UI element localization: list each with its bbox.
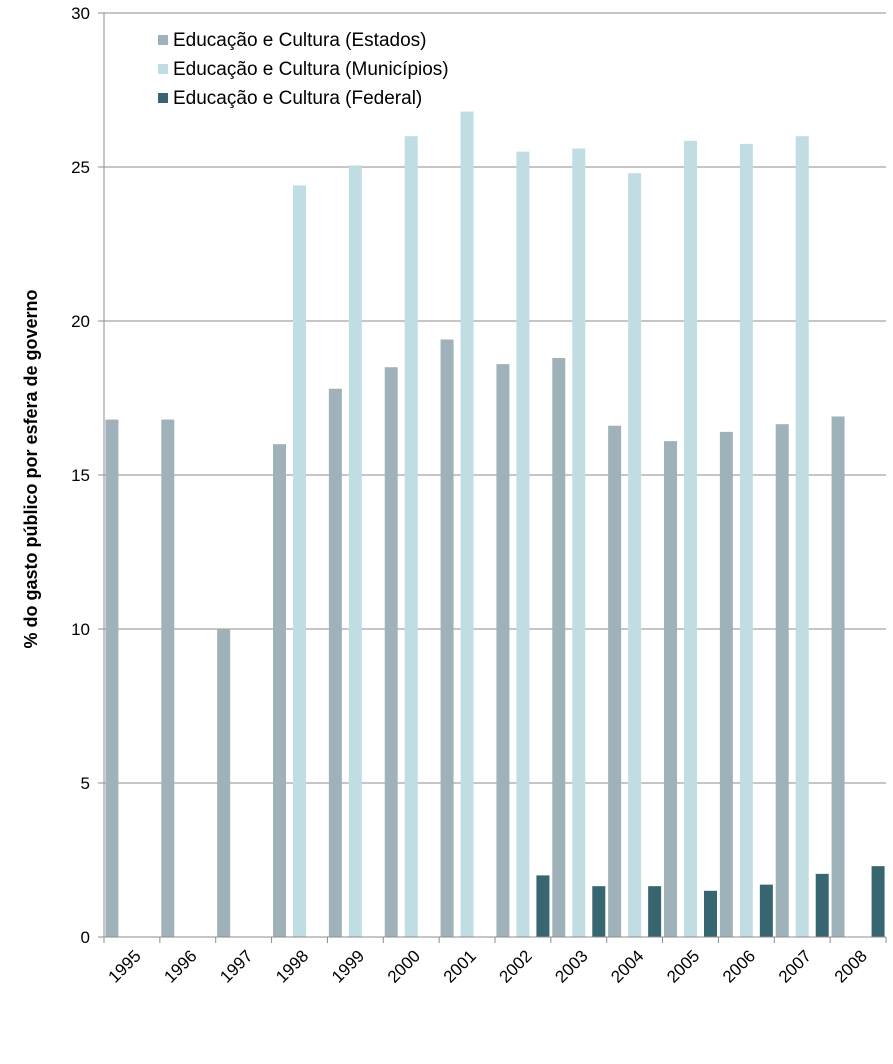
x-tick-labels: 1995 1996 1997 1998 1999 2000 2001 2002 2003 2004… — [105, 946, 871, 986]
x-tick-label: 2000 — [384, 946, 424, 986]
bar — [704, 890, 717, 937]
x-tick-label: 2005 — [663, 946, 703, 986]
y-tick-label: 5 — [81, 774, 90, 793]
bar — [161, 419, 175, 937]
bar — [273, 444, 286, 937]
bar — [795, 136, 809, 937]
legend-swatch — [158, 64, 168, 74]
x-tick-label: 2002 — [496, 946, 536, 986]
bar — [348, 165, 362, 937]
x-tick-label: 1998 — [272, 946, 312, 986]
x-tick-label: 1995 — [105, 946, 145, 986]
bars — [105, 111, 885, 938]
bar — [217, 629, 231, 937]
legend-label: Educação e Cultura (Municípios) — [173, 59, 449, 80]
x-tick-label: 2008 — [831, 946, 871, 986]
bar — [815, 873, 829, 937]
bar — [628, 173, 642, 937]
y-tick-label: 15 — [71, 466, 90, 485]
bar — [664, 441, 677, 937]
bar — [608, 425, 622, 937]
x-tick-label: 2006 — [719, 946, 759, 986]
x-tick-label: 2001 — [440, 946, 480, 986]
bar — [440, 339, 454, 938]
bar — [293, 185, 306, 938]
y-tick-label: 30 — [71, 4, 90, 23]
y-tick-label: 20 — [71, 312, 90, 331]
bar — [105, 419, 119, 937]
bar — [648, 886, 662, 937]
x-tick-label: 2003 — [551, 946, 591, 986]
x-tick-label: 2004 — [607, 946, 647, 986]
bar — [404, 136, 418, 937]
bar — [739, 143, 753, 937]
bar — [328, 388, 342, 937]
bar — [496, 364, 510, 937]
x-tick-label: 1997 — [216, 946, 256, 986]
bar — [684, 140, 697, 937]
bar — [552, 357, 566, 938]
gridlines — [104, 12, 886, 784]
legend: Educação e Cultura (Estados) Educação e C… — [158, 30, 449, 109]
bar — [516, 151, 530, 938]
bar — [759, 884, 773, 937]
x-tick-label: 1999 — [328, 946, 368, 986]
bar — [719, 431, 733, 937]
legend-swatch — [158, 93, 168, 103]
x-tick-label: 1996 — [160, 946, 200, 986]
bar — [831, 416, 845, 938]
bar — [536, 875, 550, 937]
bar — [592, 886, 606, 937]
legend-swatch — [158, 35, 168, 45]
y-tick-labels: 0 5 10 15 20 25 30 — [71, 4, 90, 947]
bar — [572, 148, 586, 937]
x-tick-label: 2007 — [775, 946, 815, 986]
legend-label: Educação e Cultura (Estados) — [173, 30, 426, 51]
y-tick-label: 10 — [71, 620, 90, 639]
y-tick-label: 25 — [71, 158, 90, 177]
bar — [775, 424, 789, 937]
y-axis-title: % do gasto público por esfera de governo — [21, 289, 41, 648]
bar — [460, 111, 474, 937]
axes — [98, 12, 887, 943]
bar — [871, 866, 885, 937]
legend-label: Educação e Cultura (Federal) — [173, 88, 422, 109]
y-tick-label: 0 — [81, 928, 90, 947]
bar — [384, 367, 398, 937]
